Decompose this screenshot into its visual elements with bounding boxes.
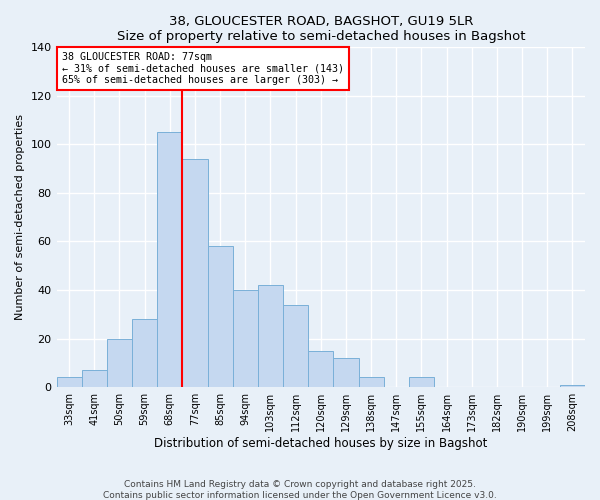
- Bar: [107, 338, 132, 387]
- Bar: [82, 370, 107, 387]
- Bar: [208, 246, 233, 387]
- Title: 38, GLOUCESTER ROAD, BAGSHOT, GU19 5LR
Size of property relative to semi-detache: 38, GLOUCESTER ROAD, BAGSHOT, GU19 5LR S…: [116, 15, 525, 43]
- Bar: [56, 378, 82, 387]
- Y-axis label: Number of semi-detached properties: Number of semi-detached properties: [15, 114, 25, 320]
- Bar: [233, 290, 258, 387]
- Bar: [308, 351, 334, 387]
- Bar: [359, 378, 383, 387]
- X-axis label: Distribution of semi-detached houses by size in Bagshot: Distribution of semi-detached houses by …: [154, 437, 487, 450]
- Bar: [334, 358, 359, 387]
- Bar: [157, 132, 182, 387]
- Bar: [283, 304, 308, 387]
- Bar: [182, 158, 208, 387]
- Bar: [560, 385, 585, 387]
- Bar: [258, 285, 283, 387]
- Bar: [132, 319, 157, 387]
- Bar: [409, 378, 434, 387]
- Text: 38 GLOUCESTER ROAD: 77sqm
← 31% of semi-detached houses are smaller (143)
65% of: 38 GLOUCESTER ROAD: 77sqm ← 31% of semi-…: [62, 52, 344, 85]
- Text: Contains HM Land Registry data © Crown copyright and database right 2025.
Contai: Contains HM Land Registry data © Crown c…: [103, 480, 497, 500]
